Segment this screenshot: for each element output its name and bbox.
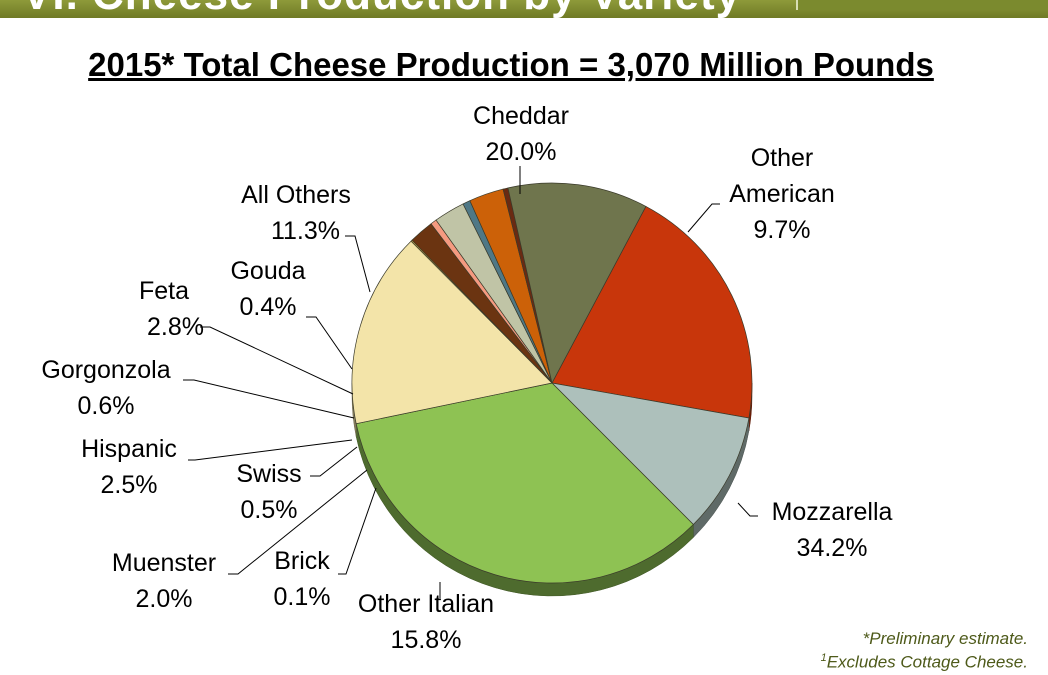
slice-label-hispanic: Hispanic 2.5% (66, 431, 192, 503)
slice-label-mozzarella: Mozzarella 34.2% (756, 494, 908, 566)
slice-name: Cheddar (473, 102, 569, 130)
slice-percent: 34.2% (796, 534, 868, 562)
slice-percent: 0.5% (240, 496, 298, 524)
leader-line-feta (200, 326, 354, 395)
slice-percent: 2.0% (135, 585, 193, 613)
slice-percent: 15.8% (390, 626, 462, 654)
slice-label-gorgonzola: Gorgonzola 0.6% (26, 352, 186, 424)
header-banner: VI. Cheese Production by Variety (0, 0, 1048, 18)
slice-name: Muenster (111, 549, 217, 577)
slice-name: Mozzarella (771, 498, 893, 526)
pie-slice-mozzarella (355, 382, 694, 584)
leader-line-otheramerican (687, 203, 720, 233)
slice-label-muenster: Muenster 2.0% (98, 545, 230, 617)
slice-label-feta: Feta 2.8% (124, 273, 204, 345)
footnote-marker: 1 (820, 652, 827, 664)
slice-name: Hispanic (81, 435, 177, 463)
slice-label-swiss: Swiss 0.5% (224, 456, 314, 528)
leader-line-muenster (228, 469, 368, 575)
slice-percent: 2.5% (100, 471, 158, 499)
footnote-excludes: 1Excludes Cottage Cheese. (821, 652, 1028, 673)
slice-name: Swiss (236, 460, 302, 488)
slice-percent: 2.8% (147, 313, 204, 341)
slice-label-brick: Brick 0.1% (262, 543, 342, 615)
slice-label-otheramerican: Other American 9.7% (712, 140, 852, 248)
slice-name: Feta (138, 277, 190, 305)
slice-name: Gorgonzola (41, 356, 171, 384)
slice-percent: 11.3% (270, 217, 340, 245)
pie-slice-cheddar (551, 205, 753, 419)
pie-slice-all-others (507, 182, 647, 384)
pie-slices (351, 182, 753, 584)
slice-label-allothers: All Others 11.3% (224, 177, 368, 249)
leader-line-gorgonzola (183, 379, 355, 419)
slice-percent: 0.1% (273, 583, 331, 611)
slice-percent: 9.7% (753, 216, 811, 244)
header-decoration (796, 0, 1048, 10)
pie-slice-other-american (550, 382, 750, 525)
chart-title: 2015* Total Cheese Production = 3,070 Mi… (88, 46, 934, 83)
leader-line-gouda (306, 316, 353, 370)
slice-percent: 20.0% (485, 138, 557, 166)
leader-lines (183, 166, 758, 598)
slice-percent: 0.6% (77, 392, 135, 420)
slice-name-line2: American (729, 180, 835, 208)
slice-name: Other Italian (357, 590, 495, 618)
pie-slice-other-italian (351, 240, 553, 425)
footnote-preliminary: *Preliminary estimate. (862, 629, 1028, 648)
slice-label-cheddar: Cheddar 20.0% (446, 98, 596, 170)
leader-line-swiss (310, 446, 358, 477)
leader-line-hispanic (188, 439, 353, 461)
leader-line-mozzarella (737, 502, 758, 517)
leader-line-brick (338, 487, 377, 575)
slice-name: Gouda (230, 257, 306, 285)
slice-label-otheritalian: Other Italian 15.8% (336, 586, 516, 658)
slice-name: Brick (274, 547, 330, 575)
slice-label-gouda: Gouda 0.4% (218, 253, 318, 325)
slice-name-line1: Other (750, 144, 814, 172)
header-title: VI. Cheese Production by Variety (22, 0, 741, 18)
slice-name: All Others (241, 181, 351, 209)
slice-percent: 0.4% (239, 293, 297, 321)
leader-line-allothers (345, 235, 371, 293)
footnote-excludes-text: Excludes Cottage Cheese. (826, 652, 1028, 672)
